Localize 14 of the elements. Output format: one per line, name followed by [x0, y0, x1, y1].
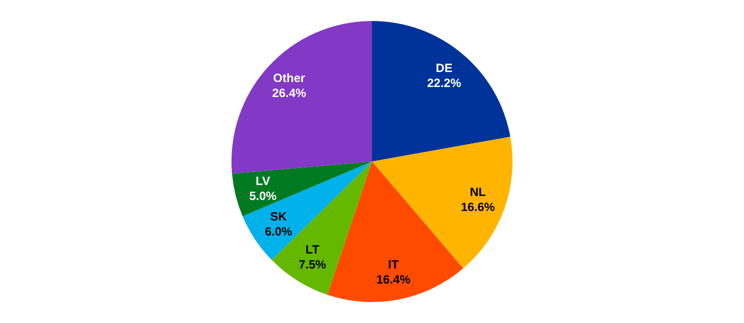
data-label: 22.2% [427, 76, 462, 90]
data-label: 5.0% [249, 189, 277, 204]
slice-label: DE [436, 60, 452, 75]
slice-label: LT [306, 242, 320, 256]
data-label: 7.5% [298, 257, 326, 272]
data-label: 16.6% [460, 200, 496, 214]
data-label: 6.0% [264, 224, 293, 238]
slice-label: Other [273, 71, 306, 86]
slice-label: IT [388, 257, 400, 272]
data-label: 16.4% [376, 272, 411, 286]
slice-label: SK [270, 209, 288, 224]
slice-label: LV [256, 174, 270, 188]
slice-label: NL [470, 184, 486, 199]
data-label: 26.4% [272, 86, 307, 100]
